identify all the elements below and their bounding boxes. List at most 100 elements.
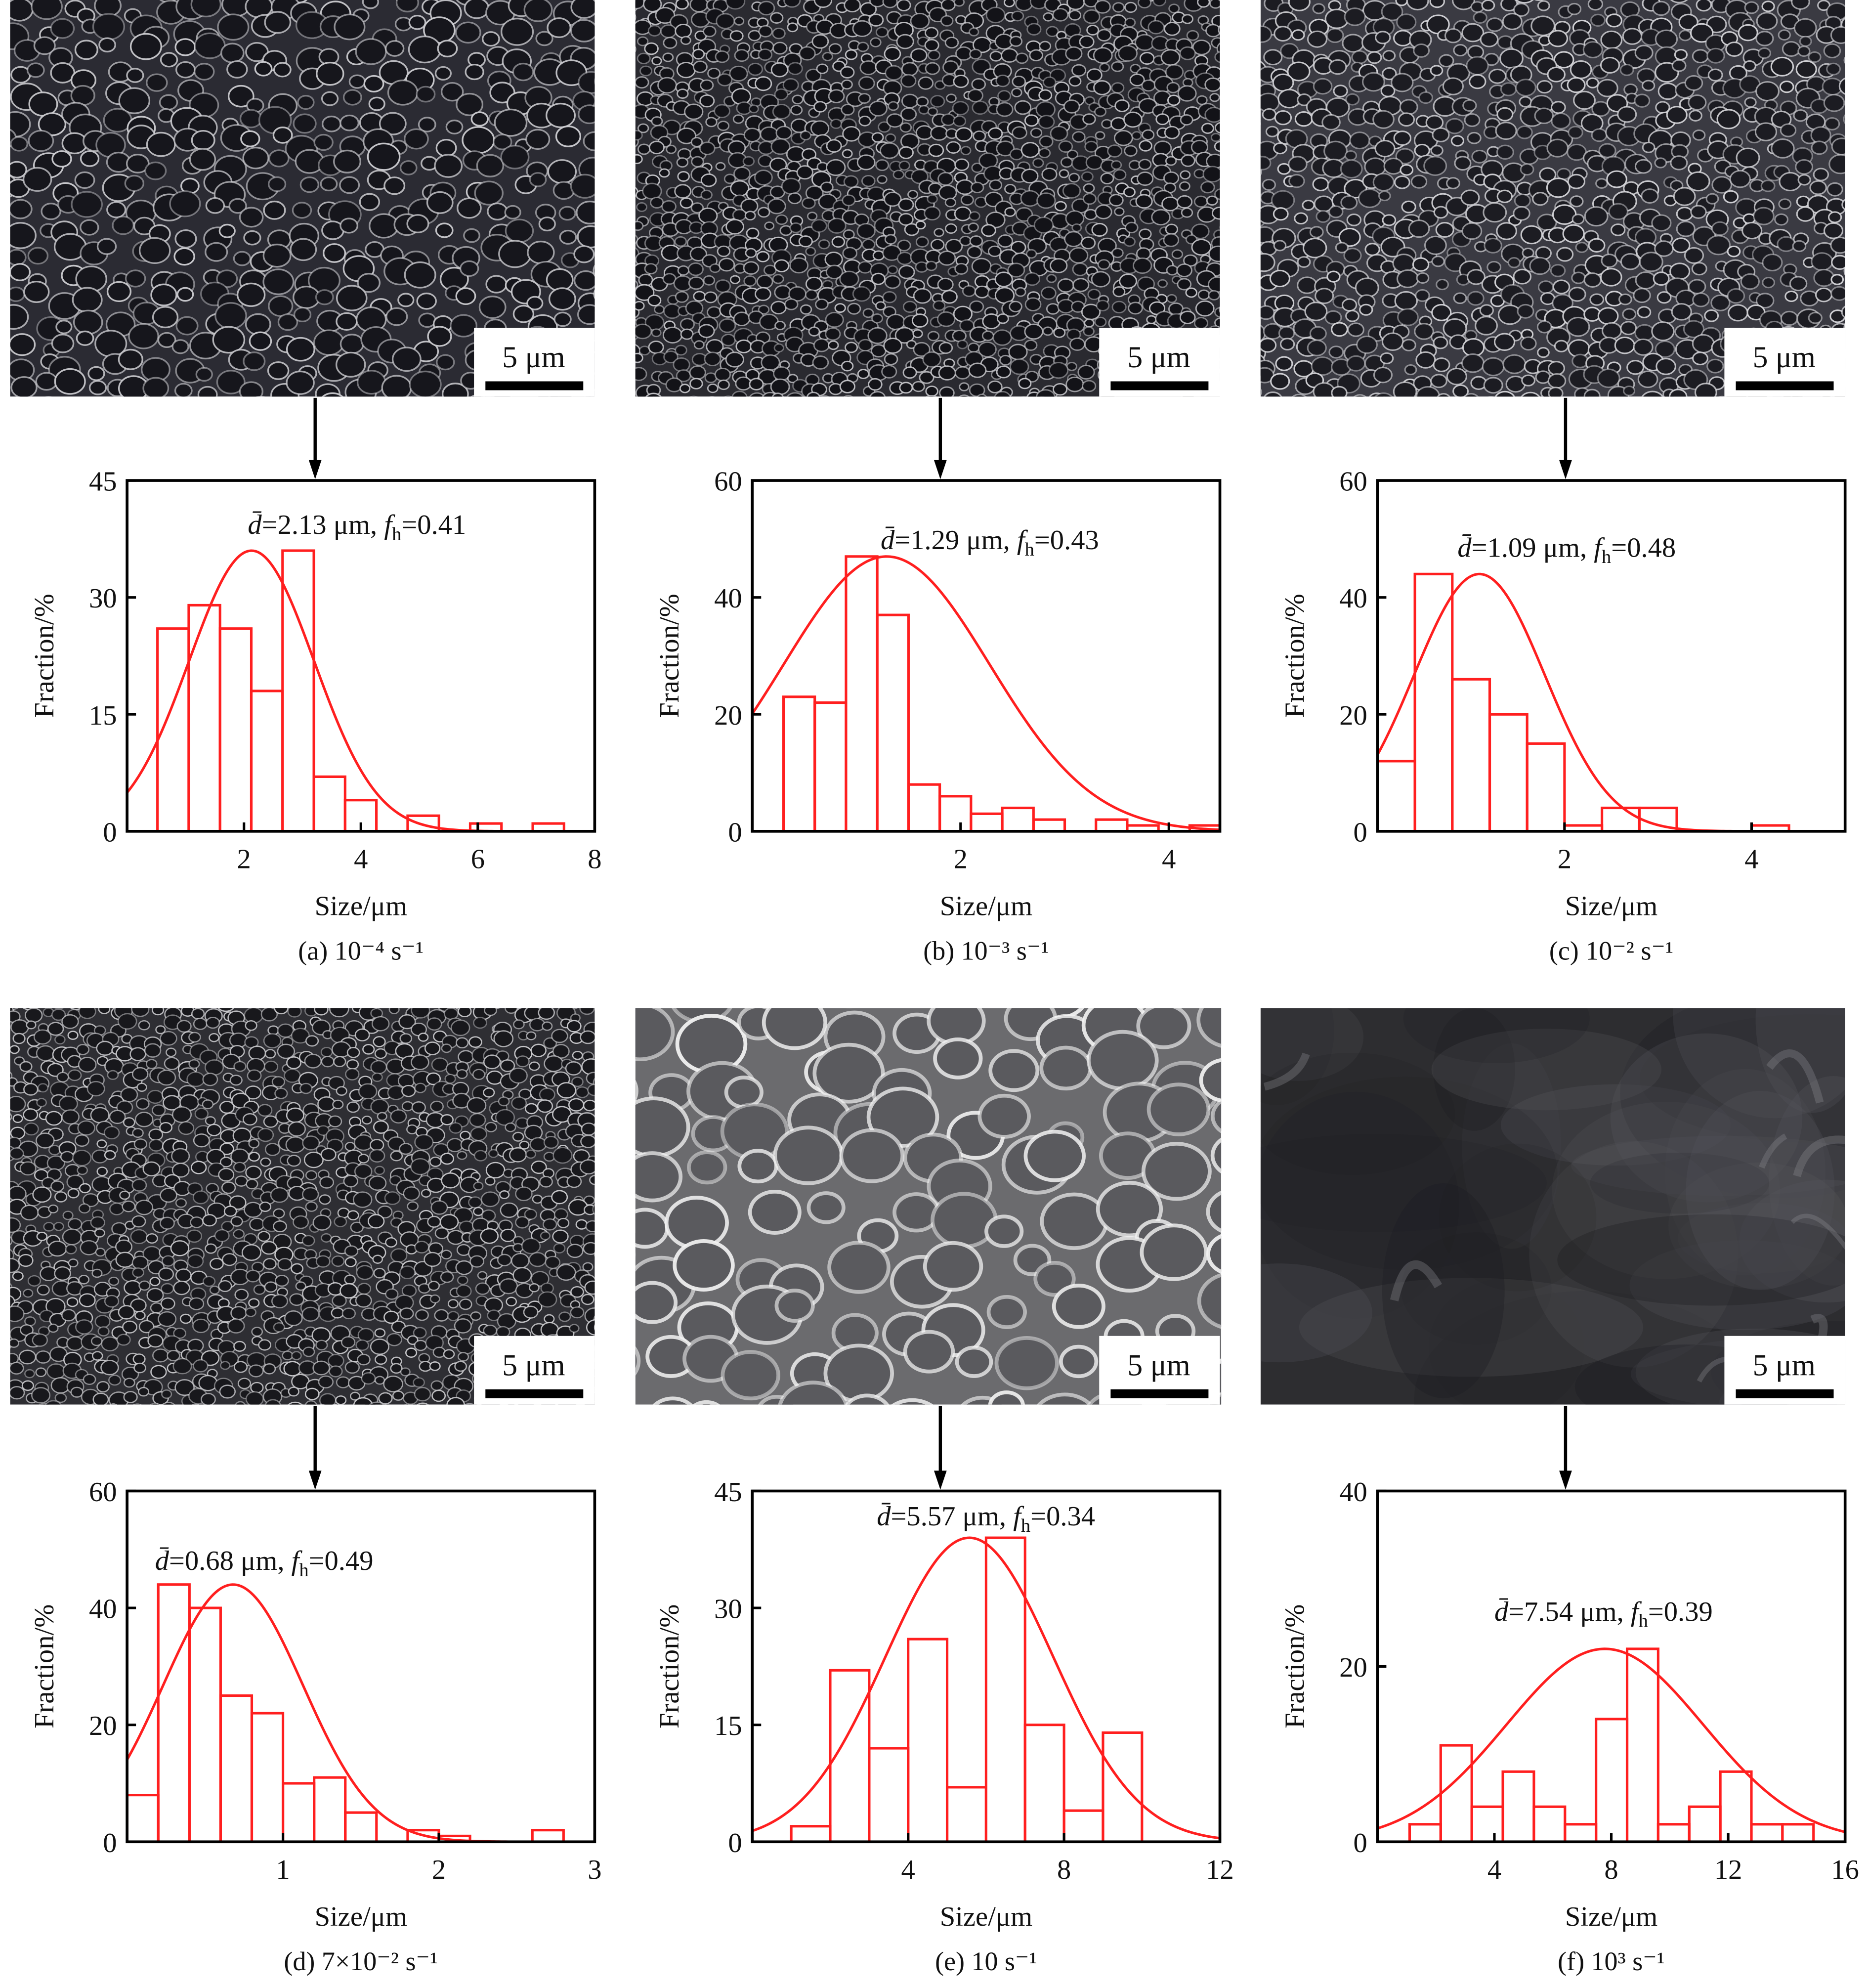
scale-bar-line (485, 1389, 584, 1398)
histogram-bar (984, 1536, 1026, 1842)
gaussian-fit-curve (1377, 1647, 1845, 1833)
subfigure-caption: (b) 10⁻³ s⁻¹ (923, 936, 1049, 966)
plot-frame (126, 1489, 596, 1844)
scale-bar-label: 5 μm (1753, 1348, 1816, 1382)
histogram-bar (406, 814, 440, 831)
x-tick-label: 4 (1744, 844, 1758, 874)
histogram-bar (281, 549, 315, 831)
histogram-bar (218, 627, 253, 831)
fraction-value: =0.34 (1030, 1501, 1095, 1532)
histogram-bar (1526, 742, 1566, 831)
y-tick-label: 0 (103, 1828, 117, 1858)
histogram-bar (1719, 1770, 1753, 1842)
y-tick-label: 0 (103, 817, 117, 848)
histogram-bar (1750, 1823, 1784, 1842)
y-tick-label: 0 (728, 1828, 742, 1858)
y-tick-label: 40 (1339, 1477, 1367, 1508)
fraction-subscript: h (299, 1560, 308, 1581)
y-tick-label: 60 (1339, 467, 1367, 497)
histogram-bar (188, 1606, 222, 1842)
subfigure-caption: (d) 7×10⁻² s⁻¹ (284, 1946, 438, 1976)
x-tick-label: 2 (237, 844, 251, 874)
scale-bar: 5 μm (474, 1336, 595, 1405)
histogram-bar (876, 613, 910, 831)
fit-annotation: d̄=1.09 μm, fh=0.48 (1457, 532, 1676, 567)
histogram-bar (313, 1776, 347, 1842)
arrow-head-icon (1559, 1470, 1572, 1490)
y-tick-label: 60 (714, 467, 742, 497)
panel-f: 5 μm 0 20 40 4 8 12 16 Size/μm Fraction/% (f) 10³ … (1260, 1008, 1859, 1976)
fraction-subscript: h (1025, 539, 1034, 560)
y-tick-label: 40 (714, 583, 742, 614)
scale-bar: 5 μm (1724, 1336, 1845, 1405)
histogram-bar (1488, 713, 1528, 831)
mean-size-value: =1.09 μm, (1472, 532, 1594, 563)
scale-bar-line (1736, 381, 1834, 390)
scale-bar-label: 5 μm (502, 341, 565, 374)
histogram-bar (1470, 1805, 1504, 1842)
histogram-bar (531, 1829, 565, 1842)
x-tick-label: 4 (354, 844, 368, 874)
histogram-bar (907, 1638, 949, 1842)
x-tick-label: 4 (1162, 844, 1176, 874)
x-tick-label: 2 (954, 844, 968, 874)
gaussian-fit-curve (127, 1583, 595, 1842)
sem-image (635, 0, 1220, 397)
mean-size-symbol: d̄ (1494, 1597, 1509, 1627)
y-tick-label: 45 (89, 467, 117, 497)
x-axis-label: Size/μm (1565, 891, 1657, 922)
arrow-head-icon (308, 460, 322, 479)
mean-size-symbol: d̄ (1457, 532, 1472, 563)
histogram-bar (782, 695, 816, 831)
histogram-bar (1439, 1744, 1473, 1842)
mean-size-value: =5.57 μm, (891, 1501, 1014, 1532)
scale-bar-line (1110, 1389, 1209, 1398)
histogram-bar (1102, 1731, 1144, 1842)
y-tick-label: 30 (89, 583, 117, 614)
y-axis-label: Fraction/% (1279, 594, 1310, 718)
x-tick-label: 8 (1604, 1855, 1618, 1885)
x-tick-label: 12 (1206, 1855, 1234, 1885)
scale-bar: 5 μm (1099, 1336, 1220, 1405)
y-tick-label: 20 (89, 1711, 117, 1741)
fit-annotation: d̄=7.54 μm, fh=0.39 (1494, 1597, 1713, 1632)
fraction-value: =0.48 (1611, 532, 1676, 563)
panel-b: 5 μm 0 20 40 60 2 4 Size/μm Fraction/% (b) 10⁻³ s… (635, 0, 1222, 966)
arrow-head-icon (934, 460, 947, 479)
histogram-bar (868, 1747, 910, 1842)
x-tick-label: 1 (276, 1855, 290, 1885)
y-tick-label: 40 (1339, 583, 1367, 614)
histogram-bar (1095, 818, 1129, 831)
histogram-bar (970, 812, 1004, 831)
scale-bar-label: 5 μm (502, 1348, 565, 1382)
mean-size-symbol: d̄ (155, 1546, 170, 1576)
scale-bar-label: 5 μm (1753, 341, 1816, 374)
y-tick-label: 40 (89, 1594, 117, 1625)
x-tick-label: 12 (1714, 1855, 1742, 1885)
mean-size-value: =7.54 μm, (1508, 1597, 1631, 1627)
y-tick-label: 30 (714, 1594, 742, 1625)
histogram-bar (1001, 806, 1035, 831)
sem-image (635, 1008, 1222, 1405)
scale-bar: 5 μm (1724, 328, 1845, 397)
panel-d: 5 μm 0 20 40 60 1 2 3 Size/μm Fraction/% (d) 7×10⁻… (10, 1008, 602, 1976)
y-tick-label: 0 (728, 817, 742, 848)
mean-size-symbol: d̄ (877, 1501, 891, 1532)
histogram-bar (250, 1712, 285, 1842)
histogram-bar (1781, 1823, 1815, 1842)
gaussian-fit-curve (752, 1536, 1220, 1840)
histogram-bar (281, 1782, 316, 1842)
y-tick-label: 20 (1339, 1652, 1367, 1683)
x-tick-label: 8 (588, 844, 601, 874)
y-tick-label: 0 (1354, 1828, 1367, 1858)
x-tick-label: 16 (1831, 1855, 1859, 1885)
plot-frame (751, 1489, 1222, 1844)
fraction-subscript: h (392, 524, 401, 545)
x-tick-label: 2 (1558, 844, 1571, 874)
scale-bar: 5 μm (1099, 328, 1220, 397)
mean-size-value: =2.13 μm, (262, 510, 384, 540)
x-tick-label: 6 (471, 844, 485, 874)
scale-bar-line (485, 381, 584, 390)
histogram-bar (1126, 824, 1160, 831)
x-axis-label: Size/μm (940, 891, 1032, 922)
